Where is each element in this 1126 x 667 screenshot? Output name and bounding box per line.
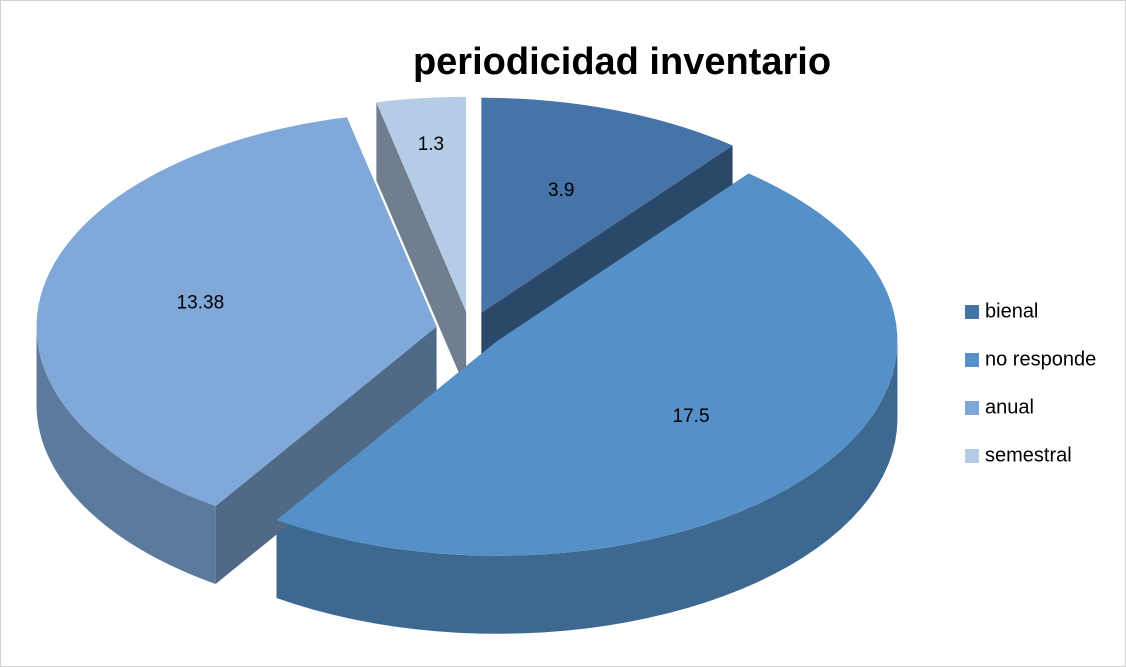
legend-label: semestral xyxy=(985,444,1072,466)
legend-swatch xyxy=(965,353,979,367)
slice-wall xyxy=(215,326,437,584)
pie-slice xyxy=(36,117,437,506)
data-label: 3.9 xyxy=(548,180,574,201)
legend-swatch xyxy=(965,449,979,463)
legend-swatch xyxy=(965,305,979,319)
slice-side xyxy=(276,340,898,634)
chart-title: periodicidad inventario xyxy=(413,41,831,83)
pie-slice xyxy=(276,173,898,556)
pie-slice xyxy=(481,97,733,313)
data-label: 17.5 xyxy=(673,406,710,427)
slice-wall xyxy=(376,102,467,390)
legend-label: bienal xyxy=(985,300,1038,322)
legend-swatch xyxy=(965,401,979,415)
data-label: 13.38 xyxy=(177,293,225,314)
legend-label: no responde xyxy=(985,348,1096,370)
data-label: 1.3 xyxy=(418,134,444,155)
slice-side xyxy=(36,326,216,584)
legend-label: anual xyxy=(985,396,1034,418)
pie-slice xyxy=(376,96,467,312)
